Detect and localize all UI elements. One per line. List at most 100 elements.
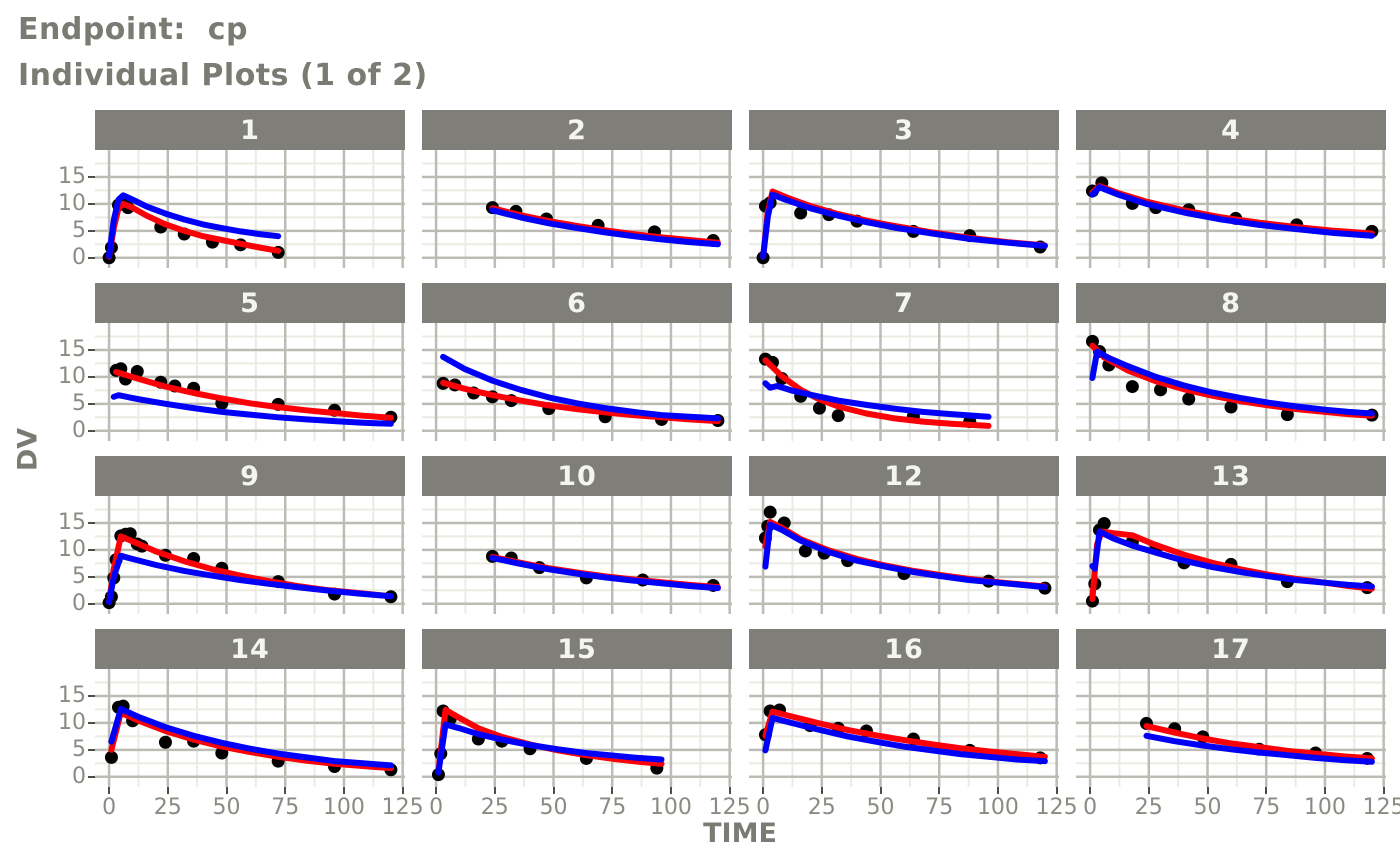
- facet-panel-15: 15: [422, 629, 732, 787]
- y-tick-mark: [88, 548, 95, 551]
- prediction-line-blue: [1089, 348, 1375, 417]
- y-tick-label: 0: [72, 417, 86, 443]
- observed-point: [1125, 380, 1139, 394]
- y-tick-mark: [88, 694, 95, 697]
- x-tick-label: 25: [1134, 795, 1163, 820]
- observed-point: [831, 409, 845, 423]
- x-tick-label: 75: [598, 795, 627, 820]
- facet-panel-10: 10: [422, 456, 732, 614]
- y-tick-label: 15: [58, 163, 86, 189]
- observed-point: [1097, 516, 1111, 530]
- panel-plot-area: [749, 323, 1059, 441]
- prediction-line-blue: [762, 715, 1048, 765]
- facet-strip-label: 2: [422, 110, 732, 150]
- y-tick-mark: [88, 602, 95, 605]
- x-tick-mark: [996, 787, 999, 794]
- x-tick-label: 0: [429, 795, 444, 820]
- x-tick-mark: [1206, 787, 1209, 794]
- prediction-line-red: [435, 706, 665, 775]
- facet-strip-label: 10: [422, 456, 732, 496]
- facet-strip-label: 8: [1076, 283, 1386, 323]
- y-tick-mark: [88, 775, 95, 778]
- panel-plot-area: [1076, 150, 1386, 268]
- facet-panel-4: 4: [1076, 110, 1386, 268]
- prediction-line-red: [489, 205, 721, 246]
- y-tick-mark: [88, 402, 95, 405]
- observed-point: [104, 750, 118, 764]
- panel-plot-area: [95, 496, 405, 614]
- x-tick-label: 0: [1083, 795, 1098, 820]
- prediction-line-blue: [762, 380, 992, 420]
- facet-panel-9: 9: [95, 456, 405, 614]
- figure-title-page: Individual Plots (1 of 2): [18, 58, 428, 93]
- x-tick-mark: [1055, 787, 1058, 794]
- x-tick-label: 50: [212, 795, 241, 820]
- x-tick-label: 125: [1035, 795, 1078, 820]
- facet-strip-label: 15: [422, 629, 732, 669]
- panel-plot-area: [749, 496, 1059, 614]
- x-tick-label: 100: [649, 795, 692, 820]
- y-tick-mark: [88, 348, 95, 351]
- x-tick-mark: [1265, 787, 1268, 794]
- panel-plot-area: [1076, 323, 1386, 441]
- facet-panel-12: 12: [749, 456, 1059, 614]
- panel-plot-area: [749, 669, 1059, 787]
- prediction-line-blue: [106, 552, 394, 606]
- prediction-line-blue: [435, 721, 665, 776]
- prediction-line-blue: [108, 705, 394, 769]
- prediction-line-blue: [489, 207, 721, 248]
- observed-point: [158, 735, 172, 749]
- prediction-line-blue: [1089, 184, 1375, 239]
- observed-point: [798, 544, 812, 558]
- x-tick-label: 75: [1252, 795, 1281, 820]
- prediction-line-blue: [1089, 528, 1375, 590]
- x-tick-mark: [1147, 787, 1150, 794]
- x-tick-mark: [552, 787, 555, 794]
- prediction-line-blue: [110, 392, 394, 427]
- x-tick-mark: [1323, 787, 1326, 794]
- x-tick-label: 125: [381, 795, 424, 820]
- x-tick-mark: [879, 787, 882, 794]
- facet-strip-label: 16: [749, 629, 1059, 669]
- facet-strip-label: 12: [749, 456, 1059, 496]
- facet-panel-14: 14: [95, 629, 405, 787]
- facet-panel-8: 8: [1076, 283, 1386, 441]
- panel-plot-area: [422, 669, 732, 787]
- facet-panel-16: 16: [749, 629, 1059, 787]
- facet-strip-label: 14: [95, 629, 405, 669]
- figure-title-endpoint: Endpoint: cp: [18, 12, 249, 47]
- x-tick-mark: [435, 787, 438, 794]
- observed-point: [1182, 392, 1196, 406]
- prediction-line-blue: [489, 555, 721, 592]
- facet-strip-label: 17: [1076, 629, 1386, 669]
- x-tick-mark: [166, 787, 169, 794]
- y-tick-label: 0: [72, 590, 86, 616]
- x-tick-label: 0: [102, 795, 117, 820]
- facet-strip-label: 13: [1076, 456, 1386, 496]
- y-tick-label: 5: [72, 217, 86, 243]
- y-tick-mark: [88, 256, 95, 259]
- x-tick-label: 100: [322, 795, 365, 820]
- x-tick-mark: [820, 787, 823, 794]
- x-tick-mark: [401, 787, 404, 794]
- facet-strip-label: 3: [749, 110, 1059, 150]
- y-tick-label: 10: [58, 190, 86, 216]
- y-tick-mark: [88, 375, 95, 378]
- prediction-line-blue: [1143, 732, 1375, 765]
- facet-strip-label: 1: [95, 110, 405, 150]
- facet-panel-6: 6: [422, 283, 732, 441]
- panel-plot-area: [422, 323, 732, 441]
- prediction-line-red: [762, 357, 992, 429]
- x-tick-label: 125: [708, 795, 751, 820]
- y-tick-mark: [88, 229, 95, 232]
- panel-plot-area: [95, 323, 405, 441]
- y-tick-mark: [88, 575, 95, 578]
- x-tick-label: 125: [1362, 795, 1400, 820]
- y-tick-label: 15: [58, 682, 86, 708]
- prediction-line-blue: [440, 353, 721, 422]
- prediction-line-red: [113, 369, 394, 421]
- panel-plot-area: [95, 669, 405, 787]
- x-tick-label: 0: [756, 795, 771, 820]
- y-tick-mark: [88, 202, 95, 205]
- x-tick-label: 50: [539, 795, 568, 820]
